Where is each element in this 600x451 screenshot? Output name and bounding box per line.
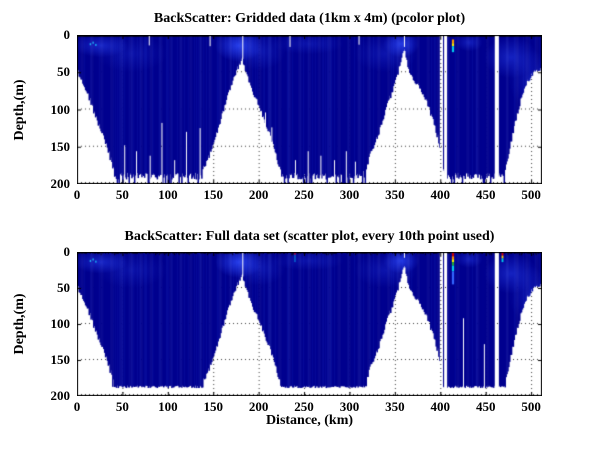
x-tick-label: 250: [294, 399, 314, 414]
x-tick-label: 450: [475, 399, 496, 414]
x-tick-label: 50: [115, 399, 129, 414]
x-tick-label: 250: [294, 187, 314, 202]
x-tick-label: 50: [115, 187, 129, 202]
x-tick-label: 300: [339, 399, 360, 414]
x-tick-label: 100: [158, 399, 178, 414]
y-tick-label: 150: [50, 352, 71, 367]
y-tick-label: 0: [63, 27, 71, 42]
distance-axis-label: Distance, (km): [265, 413, 354, 428]
x-tick-label: 350: [385, 187, 405, 202]
y-tick-label: 100: [50, 101, 71, 117]
pcolor-plot-canvas: [77, 35, 542, 184]
x-tick-label: 200: [248, 187, 269, 202]
y-tick-label: 50: [57, 64, 70, 80]
x-tick-label: 100: [158, 187, 178, 202]
y-tick-label: 150: [50, 138, 71, 154]
scatter-y-axis-label: Depth,(m): [12, 293, 27, 355]
x-tick-label: 300: [339, 187, 360, 202]
x-tick-label: 150: [203, 399, 223, 414]
x-tick-label: 400: [430, 187, 451, 202]
x-tick-label: 350: [385, 399, 405, 414]
x-tick-label: 0: [73, 187, 81, 202]
x-tick-label: 0: [73, 399, 81, 414]
x-tick-label: 500: [521, 187, 541, 202]
scatter-plot-canvas: [77, 252, 542, 396]
x-tick-label: 400: [430, 399, 451, 414]
y-tick-label: 50: [57, 280, 70, 295]
y-tick-label: 100: [50, 316, 71, 331]
x-tick-label: 500: [521, 399, 541, 414]
pcolor-plot-title: BackScatter: Gridded data (1km x 4m) (pc…: [153, 11, 466, 26]
y-tick-label: 0: [63, 244, 71, 259]
pcolor-y-axis-label: Depth,(m): [12, 79, 27, 141]
x-tick-label: 450: [475, 187, 496, 202]
x-tick-label: 150: [203, 187, 223, 202]
x-tick-label: 200: [248, 399, 269, 414]
scatter-plot-title: BackScatter: Full data set (scatter plot…: [124, 229, 495, 244]
y-tick-label: 200: [50, 176, 71, 191]
y-tick-label: 200: [50, 388, 71, 403]
